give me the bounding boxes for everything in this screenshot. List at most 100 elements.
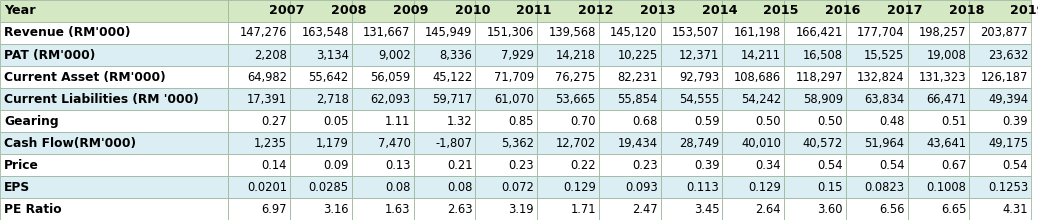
Text: 126,187: 126,187	[981, 70, 1028, 84]
Text: 0.0285: 0.0285	[308, 180, 349, 194]
Bar	[907, 198, 969, 220]
Text: 153,507: 153,507	[672, 26, 719, 40]
Bar	[907, 176, 969, 198]
Bar	[290, 22, 352, 44]
Bar	[846, 198, 907, 220]
Bar	[969, 132, 1031, 154]
Bar	[969, 88, 1031, 110]
Text: 71,709: 71,709	[494, 70, 534, 84]
Text: 145,949: 145,949	[425, 26, 472, 40]
Text: 0.072: 0.072	[501, 180, 534, 194]
Bar	[538, 88, 599, 110]
Text: 0.23: 0.23	[632, 158, 658, 172]
Text: 7,470: 7,470	[378, 136, 410, 150]
Bar	[352, 66, 413, 88]
Bar	[538, 66, 599, 88]
Text: 76,275: 76,275	[555, 70, 596, 84]
Text: 16,508: 16,508	[802, 48, 843, 62]
Bar	[722, 154, 785, 176]
Bar	[228, 0, 290, 22]
Text: 0.093: 0.093	[625, 180, 658, 194]
Bar	[413, 154, 475, 176]
Bar	[907, 110, 969, 132]
Bar	[846, 132, 907, 154]
Bar	[475, 154, 538, 176]
Bar	[475, 198, 538, 220]
Bar	[599, 22, 660, 44]
Text: Year: Year	[4, 4, 35, 18]
Text: 118,297: 118,297	[795, 70, 843, 84]
Text: 49,394: 49,394	[988, 92, 1028, 106]
Bar	[352, 154, 413, 176]
Bar	[475, 44, 538, 66]
Bar	[475, 132, 538, 154]
Bar	[846, 44, 907, 66]
Bar	[660, 110, 722, 132]
Text: 0.129: 0.129	[563, 180, 596, 194]
Text: Gearing: Gearing	[4, 114, 59, 128]
Bar	[969, 0, 1031, 22]
Bar	[228, 132, 290, 154]
Bar	[475, 110, 538, 132]
Text: 0.48: 0.48	[879, 114, 904, 128]
Bar	[599, 132, 660, 154]
Bar	[413, 0, 475, 22]
Bar	[290, 110, 352, 132]
Bar	[722, 0, 785, 22]
Bar	[785, 88, 846, 110]
Bar	[599, 198, 660, 220]
Bar	[969, 66, 1031, 88]
Text: 0.22: 0.22	[570, 158, 596, 172]
Text: 54,555: 54,555	[679, 92, 719, 106]
Text: 23,632: 23,632	[988, 48, 1028, 62]
Text: 43,641: 43,641	[926, 136, 966, 150]
Text: 2011: 2011	[516, 4, 552, 18]
Bar	[599, 176, 660, 198]
Bar	[413, 198, 475, 220]
Text: 0.54: 0.54	[879, 158, 904, 172]
Bar	[0, 44, 228, 66]
Bar	[907, 154, 969, 176]
Text: 1,235: 1,235	[254, 136, 286, 150]
Text: 0.14: 0.14	[262, 158, 286, 172]
Text: 0.21: 0.21	[446, 158, 472, 172]
Bar	[660, 132, 722, 154]
Bar	[0, 88, 228, 110]
Text: 0.08: 0.08	[447, 180, 472, 194]
Text: 63,834: 63,834	[865, 92, 904, 106]
Bar	[969, 110, 1031, 132]
Bar	[475, 88, 538, 110]
Bar	[785, 154, 846, 176]
Bar	[722, 132, 785, 154]
Bar	[228, 176, 290, 198]
Bar	[660, 66, 722, 88]
Text: 2009: 2009	[392, 4, 429, 18]
Text: 2008: 2008	[331, 4, 366, 18]
Text: 40,572: 40,572	[802, 136, 843, 150]
Text: 40,010: 40,010	[741, 136, 781, 150]
Bar	[0, 0, 228, 22]
Text: 0.59: 0.59	[693, 114, 719, 128]
Bar	[907, 22, 969, 44]
Bar	[538, 132, 599, 154]
Text: 1.11: 1.11	[385, 114, 410, 128]
Text: 0.68: 0.68	[632, 114, 658, 128]
Text: 19,008: 19,008	[927, 48, 966, 62]
Bar	[352, 110, 413, 132]
Text: 2012: 2012	[578, 4, 613, 18]
Bar	[907, 66, 969, 88]
Bar	[785, 22, 846, 44]
Bar	[907, 44, 969, 66]
Text: 2016: 2016	[825, 4, 861, 18]
Bar	[228, 154, 290, 176]
Bar	[352, 132, 413, 154]
Bar	[722, 44, 785, 66]
Bar	[969, 176, 1031, 198]
Text: 2019: 2019	[1010, 4, 1038, 18]
Text: 1,179: 1,179	[316, 136, 349, 150]
Text: 12,702: 12,702	[555, 136, 596, 150]
Bar	[599, 88, 660, 110]
Bar	[228, 88, 290, 110]
Text: 14,211: 14,211	[741, 48, 781, 62]
Text: 82,231: 82,231	[618, 70, 658, 84]
